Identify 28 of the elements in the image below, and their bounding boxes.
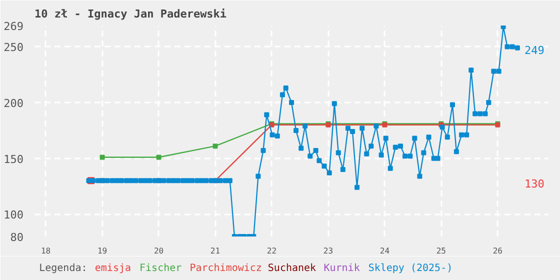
y-tick-label: 250	[4, 41, 24, 54]
annotation: 249	[524, 44, 544, 57]
text: Sklepy (2025-)	[368, 263, 453, 274]
y-tick-label: 100	[4, 208, 24, 222]
text: Parchimowicz	[190, 263, 262, 274]
point	[156, 154, 162, 160]
legend-label: Kurnik	[324, 263, 360, 274]
point	[212, 144, 218, 149]
text: Fischer	[140, 263, 182, 274]
x-tick-label: 22	[266, 246, 277, 256]
y-tick-label: 80	[10, 231, 24, 244]
x-tick-label: 26	[492, 246, 503, 256]
y-tick-label: 150	[4, 152, 24, 166]
legend-label: Suchanek	[268, 263, 316, 274]
annotation: 130	[524, 178, 544, 191]
x-tick-label: 23	[323, 246, 334, 256]
chart-title: 10 zł - Ignacy Jan Paderewski	[34, 8, 227, 20]
x-tick-label: 19	[97, 246, 108, 256]
x-tick-label: 21	[210, 246, 220, 256]
x-tick-label: 25	[436, 246, 446, 256]
x-tick-label: 24	[380, 246, 390, 256]
legend-title: Legenda:	[39, 263, 88, 274]
y-tick-label: 269	[4, 20, 24, 33]
x-tick-label: 20	[154, 246, 164, 256]
point	[100, 154, 105, 160]
y-tick-label: 200	[4, 97, 24, 110]
x-tick-label: 18	[40, 246, 51, 256]
text: emisja	[94, 263, 132, 274]
